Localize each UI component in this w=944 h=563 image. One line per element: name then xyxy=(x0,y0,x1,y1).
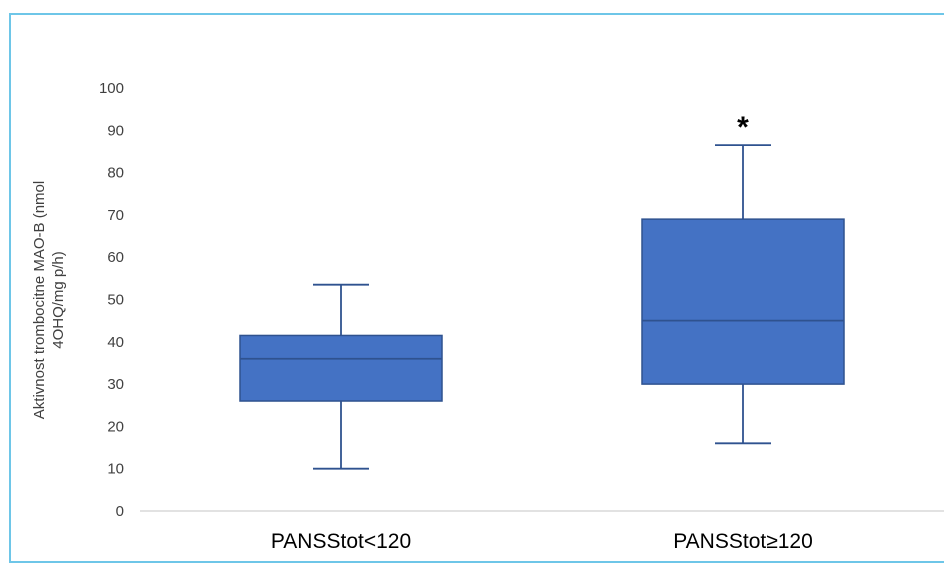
significance-marker: * xyxy=(737,111,749,144)
x-axis-categories: PANSStot<120 PANSStot≥120 xyxy=(271,530,813,553)
y-tick-label: 60 xyxy=(107,249,124,266)
box-iqr xyxy=(239,334,443,402)
y-tick-label: 10 xyxy=(107,461,124,478)
y-axis-label-line-2: 4OHQ/mg p/h) xyxy=(50,251,67,349)
y-axis-ticks: 0 10 20 30 40 50 60 70 80 90 100 xyxy=(99,80,124,520)
y-tick-label: 90 xyxy=(107,122,124,139)
y-axis-label-line-1: Aktivnost trombocitne MAO-B (nmol xyxy=(31,181,48,419)
box-iqr xyxy=(641,218,845,385)
y-tick-label: 0 xyxy=(116,503,124,520)
y-tick-label: 80 xyxy=(107,165,124,182)
y-tick-label: 70 xyxy=(107,207,124,224)
y-tick-label: 40 xyxy=(107,334,124,351)
y-tick-label: 30 xyxy=(107,376,124,393)
x-category-label: PANSStot≥120 xyxy=(673,530,813,553)
box-series: * xyxy=(239,111,845,470)
y-tick-label: 20 xyxy=(107,418,124,435)
box-group: * xyxy=(641,111,845,445)
box-group xyxy=(239,283,443,470)
y-axis-label: Aktivnost trombocitne MAO-B (nmol 4OHQ/m… xyxy=(31,181,67,419)
x-category-label: PANSStot<120 xyxy=(271,530,411,553)
y-tick-label: 50 xyxy=(107,292,124,309)
y-tick-label: 100 xyxy=(99,80,124,97)
